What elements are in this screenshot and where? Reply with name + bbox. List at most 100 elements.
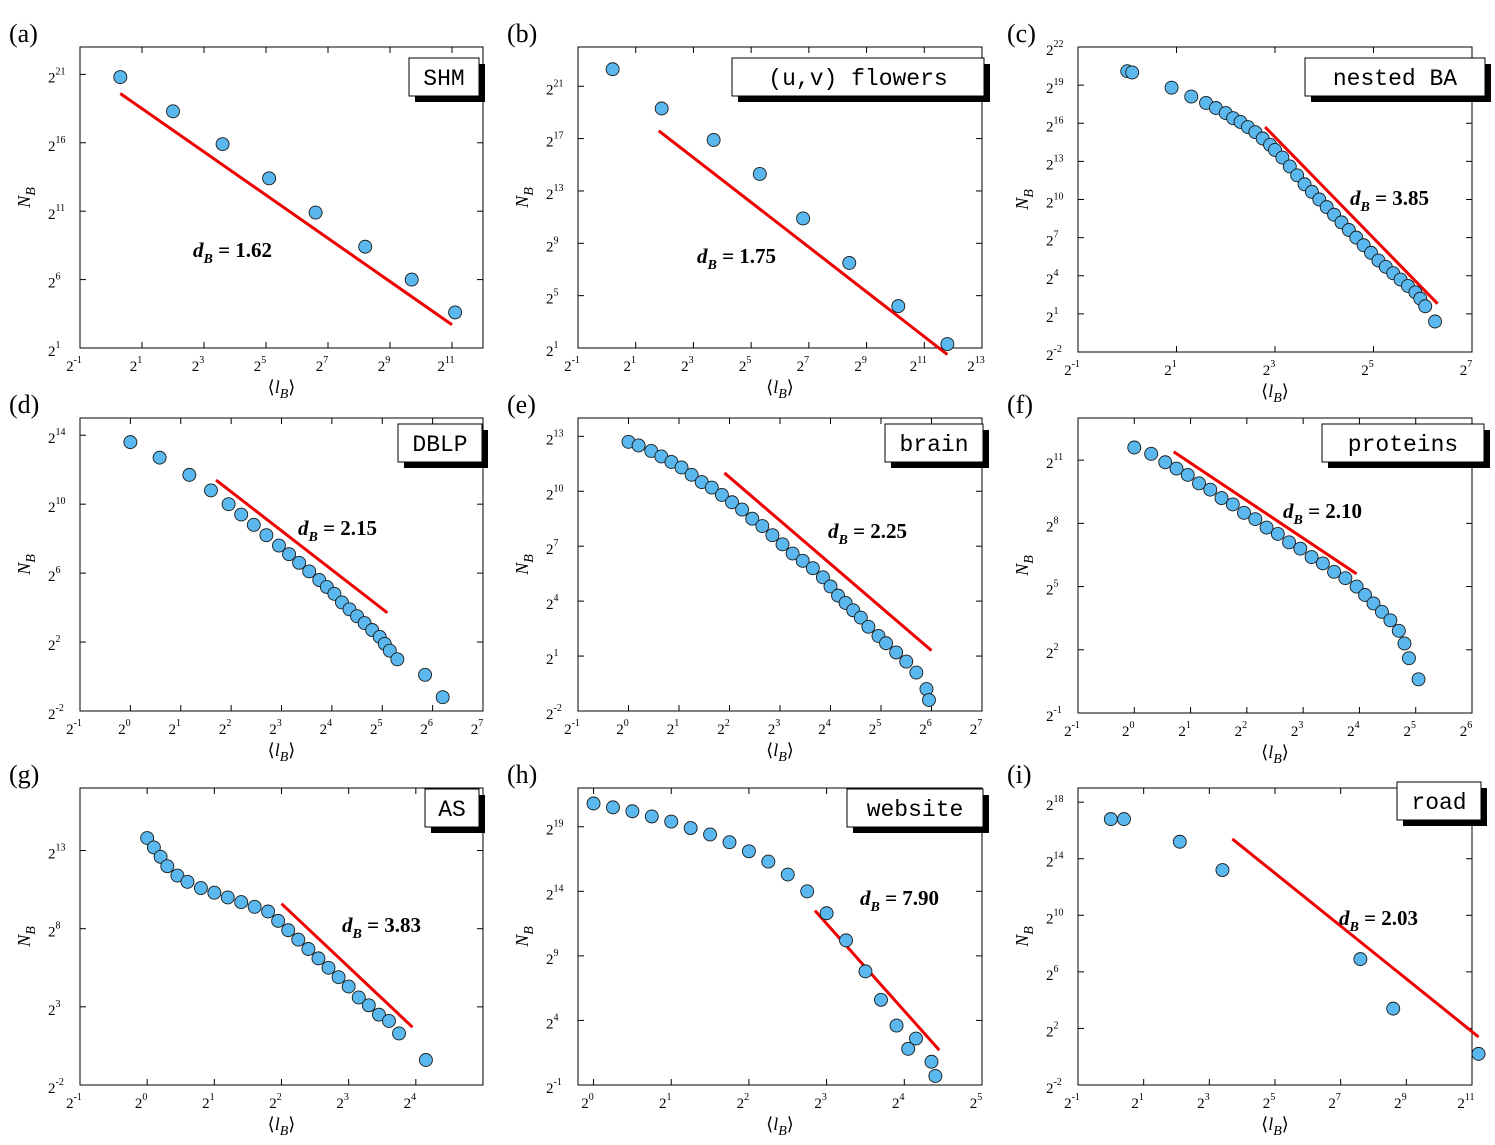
data-point: [780, 867, 795, 882]
data-point: [291, 932, 306, 947]
y-tick-label: 210: [48, 496, 66, 516]
y-tick-label: 211: [48, 203, 65, 223]
data-point: [182, 467, 197, 482]
dimension-annotation: dB = 3.83: [342, 913, 421, 942]
x-tick-label: 23: [1291, 720, 1304, 740]
data-point: [170, 868, 185, 883]
data-point: [823, 579, 838, 594]
y-tick-label: 29: [546, 948, 559, 968]
panel-letter: (d): [9, 390, 39, 419]
legend-label: AS: [438, 797, 466, 823]
y-tick-label: 25: [1046, 579, 1059, 599]
x-tick-label: 21: [659, 1092, 672, 1112]
data-point: [1353, 952, 1368, 967]
data-point: [262, 171, 277, 186]
y-axis-label: NB: [1012, 926, 1037, 948]
data-point: [1125, 65, 1140, 80]
y-tick-label: 210: [1046, 907, 1064, 927]
x-tick-label: 2-1: [1064, 1092, 1080, 1112]
plot-frame: [79, 787, 484, 1086]
panel-b: (b) 2-1 21 23 25 27 29 211 213 21 25 29 213 217 221 ⟨lB…: [507, 19, 990, 402]
data-point: [674, 460, 689, 475]
data-point: [761, 854, 776, 869]
data-point: [1397, 636, 1412, 651]
fit-line: [1264, 126, 1439, 305]
data-point: [321, 960, 336, 975]
data-point: [382, 1013, 396, 1028]
data-point: [1275, 150, 1290, 165]
x-tick-label: 211: [910, 355, 927, 375]
x-tick-label: 27: [1328, 1092, 1341, 1112]
plot-frame: [577, 787, 983, 1086]
data-point: [371, 1007, 386, 1022]
data-point: [1158, 455, 1173, 470]
data-point: [331, 970, 346, 985]
panel-letter: (h): [507, 760, 537, 789]
data-point: [1358, 588, 1373, 602]
data-point: [909, 665, 924, 680]
data-point: [861, 619, 876, 634]
data-point: [704, 480, 719, 495]
fit-line: [1231, 837, 1480, 1039]
x-tick-label: 2-1: [66, 1092, 82, 1112]
data-point: [1214, 491, 1229, 506]
y-tick-label: 29: [546, 235, 559, 255]
data-point: [1103, 812, 1118, 827]
data-point: [1144, 446, 1159, 461]
x-tick-label: 24: [818, 718, 831, 738]
data-point: [1327, 564, 1342, 579]
data-point: [928, 1069, 943, 1083]
legend-box: [1304, 57, 1486, 97]
data-point: [221, 497, 236, 512]
data-point: [390, 652, 405, 667]
legend-label: SHM: [423, 66, 464, 92]
y-tick-label: 2-2: [1046, 344, 1062, 364]
x-tick-label: 25: [739, 355, 752, 375]
data-point: [1315, 556, 1330, 571]
y-tick-label: 23: [48, 999, 61, 1019]
data-point: [1117, 812, 1131, 827]
data-point: [308, 205, 323, 220]
y-tick-label: 221: [48, 66, 66, 86]
y-tick-label: 2-2: [546, 703, 562, 723]
data-point: [234, 507, 249, 522]
data-point: [1172, 834, 1187, 849]
y-tick-label: 214: [546, 883, 564, 903]
data-point: [215, 137, 230, 152]
data-point: [819, 906, 834, 921]
x-axis-label: ⟨lB⟩: [268, 377, 296, 402]
data-point: [204, 483, 218, 498]
x-tick-label: 23: [1197, 1092, 1210, 1112]
data-point: [775, 537, 790, 552]
data-point: [160, 859, 175, 874]
y-tick-label: 210: [546, 483, 564, 503]
panel-letter: (b): [507, 19, 537, 48]
x-axis-label: ⟨lB⟩: [1261, 381, 1289, 406]
data-point: [146, 840, 161, 855]
x-tick-label: 2-1: [564, 355, 580, 375]
y-tick-label: 28: [1046, 515, 1059, 535]
x-tick-label: 21: [1131, 1092, 1144, 1112]
x-tick-label: 20: [135, 1092, 148, 1112]
y-tick-label: 218: [1046, 794, 1064, 814]
x-tick-label: 20: [118, 718, 131, 738]
panel-letter: (g): [9, 760, 39, 789]
x-tick-label: 23: [768, 718, 781, 738]
y-tick-label: 21: [546, 648, 559, 668]
data-point: [899, 654, 914, 669]
data-point: [785, 546, 800, 561]
x-axis-label: ⟨lB⟩: [1261, 1114, 1289, 1139]
data-point: [193, 881, 208, 895]
dimension-annotation: dB = 1.75: [697, 244, 776, 273]
data-point: [271, 913, 286, 928]
data-point: [722, 835, 737, 850]
data-point: [361, 998, 376, 1013]
x-axis-label: ⟨lB⟩: [1261, 742, 1289, 767]
data-point: [311, 951, 326, 966]
x-tick-label: 25: [1403, 720, 1416, 740]
data-point: [586, 796, 601, 811]
x-tick-label: 27: [471, 718, 484, 738]
x-axis-label: ⟨lB⟩: [268, 740, 296, 765]
panel-h: (h) 20 21 22 23 24 25 2-1 24 29 214 219 ⟨lB⟩ NB dB = 7…: [507, 760, 989, 1139]
data-point: [765, 528, 780, 543]
